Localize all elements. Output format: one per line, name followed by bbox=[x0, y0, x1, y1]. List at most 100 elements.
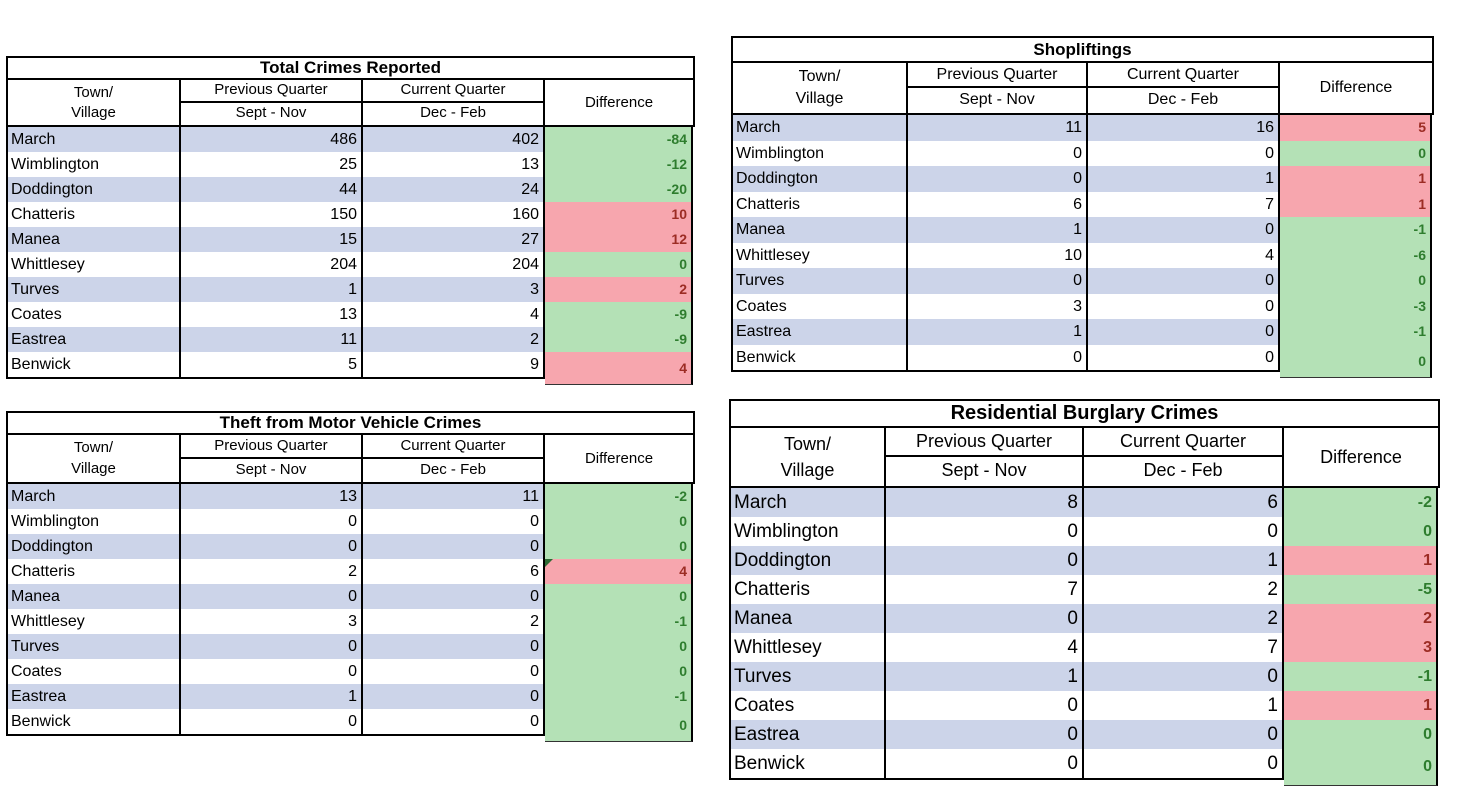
difference-cell: -1 bbox=[545, 684, 691, 709]
row-cell-current: 2 bbox=[1084, 604, 1284, 633]
table-rows: March 8 6 Wimblington 0 0 Doddington 0 1 Chatteri… bbox=[729, 488, 1284, 780]
row-cell-current: 6 bbox=[363, 559, 545, 584]
column-header-current-quarter: Current Quarter Dec - Feb bbox=[1088, 63, 1280, 113]
row-cell-current: 0 bbox=[363, 634, 545, 659]
table-title: Theft from Motor Vehicle Crimes bbox=[6, 411, 695, 435]
row-cell-town: Benwick bbox=[733, 344, 908, 370]
column-header-difference: Difference bbox=[1320, 446, 1402, 467]
difference-cell: 2 bbox=[545, 277, 691, 302]
row-cell-town: Whittlesey bbox=[8, 609, 181, 634]
row-cell-town: Wimblington bbox=[8, 509, 181, 534]
difference-cell: 3 bbox=[1284, 633, 1436, 662]
row-cell-town: Whittlesey bbox=[8, 252, 181, 277]
table-rows: March 486 402 Wimblington 25 13 Doddington 44 24… bbox=[6, 127, 545, 379]
row-cell-current: 4 bbox=[363, 302, 545, 327]
difference-cell: 2 bbox=[1284, 604, 1436, 633]
column-header-difference: Difference bbox=[584, 450, 654, 467]
difference-cell: -12 bbox=[545, 152, 691, 177]
row-cell-current: 2 bbox=[363, 327, 545, 352]
row-cell-town: Doddington bbox=[733, 166, 908, 192]
difference-cell: 0 bbox=[1284, 517, 1436, 546]
row-cell-previous: 0 bbox=[181, 534, 363, 559]
row-cell-town: Wimblington bbox=[733, 140, 908, 166]
row-cell-current: 0 bbox=[1088, 293, 1280, 319]
difference-cell: 0 bbox=[545, 709, 691, 741]
row-cell-previous: 4 bbox=[886, 633, 1084, 662]
row-cell-current: 160 bbox=[363, 202, 545, 227]
difference-column: -2 0 0 4 0 -1 0 0 -1 0 bbox=[545, 484, 693, 742]
difference-cell: -9 bbox=[545, 302, 691, 327]
difference-cell: 0 bbox=[1284, 749, 1436, 785]
row-cell-current: 0 bbox=[1088, 319, 1280, 345]
row-cell-current: 7 bbox=[1084, 633, 1284, 662]
row-cell-previous: 11 bbox=[908, 115, 1088, 141]
difference-cell: 0 bbox=[545, 584, 691, 609]
difference-cell: 1 bbox=[1284, 691, 1436, 720]
row-cell-previous: 1 bbox=[908, 217, 1088, 243]
table-header: Town/ Village Previous Quarter Sept - No… bbox=[729, 428, 1440, 488]
row-cell-current: 1 bbox=[1084, 691, 1284, 720]
row-cell-current: 204 bbox=[363, 252, 545, 277]
row-cell-town: March bbox=[8, 484, 181, 509]
row-cell-previous: 0 bbox=[908, 268, 1088, 294]
row-cell-town: March bbox=[8, 127, 181, 152]
difference-cell: 1 bbox=[1280, 166, 1430, 192]
row-cell-town: Coates bbox=[733, 293, 908, 319]
row-cell-town: Turves bbox=[731, 662, 886, 691]
table-rows: March 11 16 Wimblington 0 0 Doddington 0 1 Chatte… bbox=[731, 115, 1280, 372]
row-cell-town: Manea bbox=[731, 604, 886, 633]
column-header-town: Town/ Village bbox=[733, 63, 908, 113]
column-header-previous-quarter: Previous Quarter Sept - Nov bbox=[908, 63, 1088, 113]
difference-cell: -9 bbox=[545, 327, 691, 352]
row-cell-current: 13 bbox=[363, 152, 545, 177]
row-cell-previous: 3 bbox=[908, 293, 1088, 319]
row-cell-previous: 0 bbox=[181, 634, 363, 659]
column-header-current-quarter: Current Quarter Dec - Feb bbox=[363, 80, 545, 125]
row-cell-town: Doddington bbox=[8, 177, 181, 202]
row-cell-town: Chatteris bbox=[8, 202, 181, 227]
row-cell-town: Benwick bbox=[8, 709, 181, 734]
row-cell-current: 0 bbox=[363, 509, 545, 534]
difference-cell: 12 bbox=[545, 227, 691, 252]
row-cell-town: Eastrea bbox=[8, 684, 181, 709]
row-cell-town: Wimblington bbox=[8, 152, 181, 177]
row-cell-previous: 1 bbox=[181, 277, 363, 302]
row-cell-previous: 5 bbox=[181, 352, 363, 377]
row-cell-current: 0 bbox=[363, 684, 545, 709]
table-rows: March 13 11 Wimblington 0 0 Doddington 0 0 Chatte… bbox=[6, 484, 545, 736]
difference-cell: -1 bbox=[545, 609, 691, 634]
comment-marker-icon bbox=[545, 559, 553, 567]
difference-cell: -5 bbox=[1284, 575, 1436, 604]
difference-cell: -2 bbox=[545, 484, 691, 509]
row-cell-previous: 0 bbox=[908, 140, 1088, 166]
row-cell-town: Whittlesey bbox=[731, 633, 886, 662]
column-header-previous-quarter: Previous Quarter Sept - Nov bbox=[886, 428, 1084, 486]
row-cell-previous: 204 bbox=[181, 252, 363, 277]
row-cell-previous: 0 bbox=[181, 659, 363, 684]
row-cell-current: 0 bbox=[1084, 749, 1284, 778]
row-cell-previous: 0 bbox=[886, 749, 1084, 778]
table-title: Residential Burglary Crimes bbox=[729, 399, 1440, 428]
row-cell-current: 0 bbox=[363, 534, 545, 559]
row-cell-previous: 0 bbox=[181, 709, 363, 734]
difference-column: 5 0 1 1 -1 -6 0 -3 -1 0 bbox=[1280, 115, 1432, 378]
difference-cell: 0 bbox=[1280, 268, 1430, 294]
row-cell-previous: 0 bbox=[886, 546, 1084, 575]
difference-cell: -3 bbox=[1280, 293, 1430, 319]
row-cell-current: 0 bbox=[1084, 662, 1284, 691]
row-cell-town: Coates bbox=[8, 302, 181, 327]
row-cell-current: 7 bbox=[1088, 191, 1280, 217]
table-header: Town/ Village Previous Quarter Sept - No… bbox=[6, 435, 695, 484]
row-cell-town: March bbox=[731, 488, 886, 517]
table-residential-burglary: Residential Burglary Crimes Town/ Villag… bbox=[729, 399, 1440, 786]
table-body: March 11 16 Wimblington 0 0 Doddington 0 1 Chatte… bbox=[731, 115, 1434, 378]
column-header-town: Town/ Village bbox=[8, 80, 181, 125]
difference-cell: 0 bbox=[545, 252, 691, 277]
row-cell-previous: 10 bbox=[908, 242, 1088, 268]
difference-cell: -1 bbox=[1280, 217, 1430, 243]
row-cell-previous: 0 bbox=[181, 509, 363, 534]
difference-cell: 5 bbox=[1280, 115, 1430, 141]
difference-cell: 0 bbox=[1280, 140, 1430, 166]
row-cell-town: Benwick bbox=[8, 352, 181, 377]
row-cell-current: 16 bbox=[1088, 115, 1280, 141]
